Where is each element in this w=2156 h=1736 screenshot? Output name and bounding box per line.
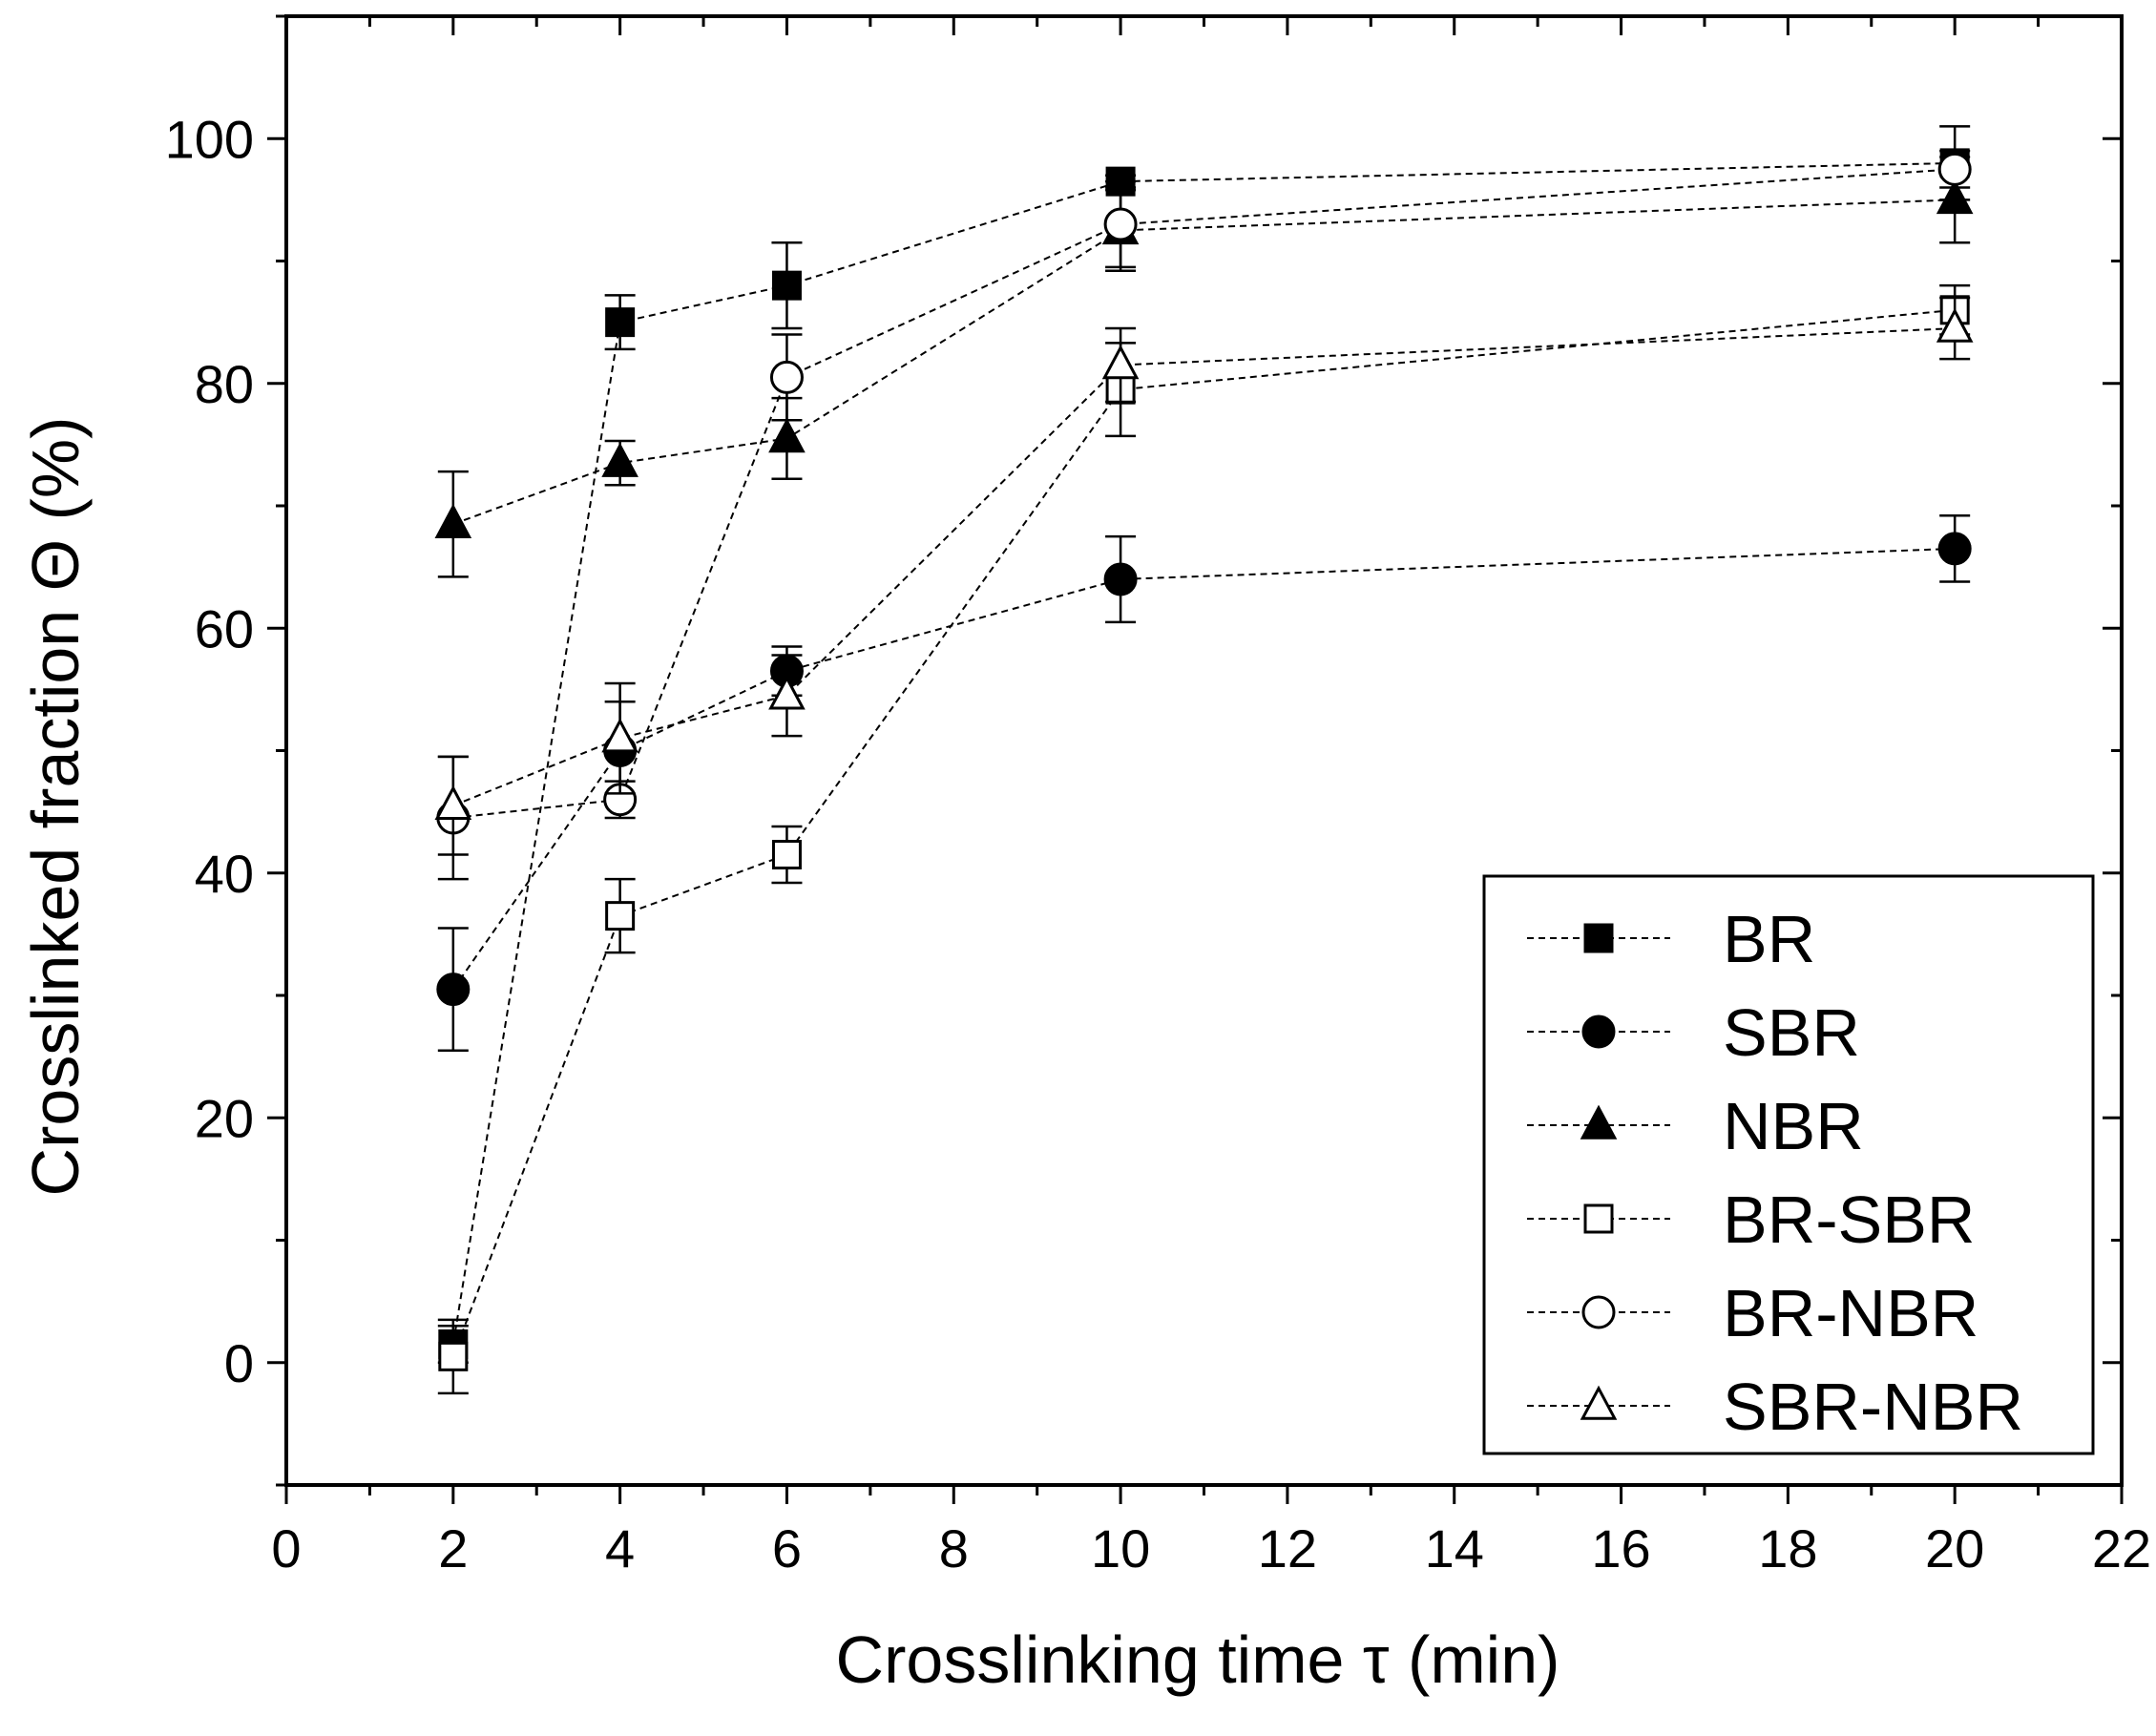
legend-label: SBR	[1723, 995, 1860, 1070]
data-point	[1103, 562, 1138, 596]
legend-item: BR-NBR	[1527, 1276, 1978, 1350]
series-layer	[434, 125, 1974, 1395]
data-point	[434, 503, 472, 538]
y-axis-title: Crosslinked fraction Θ (%)	[18, 417, 93, 1197]
data-point	[1937, 532, 1972, 566]
data-point	[769, 360, 804, 394]
x-tick-label: 14	[1425, 1518, 1484, 1579]
x-tick-label: 8	[939, 1518, 969, 1579]
legend-item: NBR	[1527, 1089, 1864, 1163]
data-point	[768, 675, 806, 710]
series-line	[452, 168, 1956, 820]
data-point	[605, 307, 636, 338]
y-tick-label: 40	[195, 844, 254, 904]
legend-marker	[1581, 1295, 1616, 1329]
x-tick-label: 4	[605, 1518, 635, 1579]
data-point	[438, 1341, 469, 1371]
legend-marker	[1583, 923, 1614, 953]
x-tick-label: 0	[271, 1518, 301, 1579]
data-point	[1101, 345, 1140, 380]
x-tick-label: 12	[1258, 1518, 1317, 1579]
series-line	[451, 308, 1956, 1357]
data-point	[601, 718, 638, 753]
data-point	[1937, 152, 1972, 186]
series-br-sbr	[437, 283, 1971, 1395]
series-line	[452, 327, 1956, 807]
x-axis-title: Crosslinking time τ (min)	[836, 1622, 1560, 1697]
legend-marker	[1583, 1203, 1614, 1234]
data-point	[601, 442, 638, 477]
x-tick-label: 6	[772, 1518, 802, 1579]
x-tick-label: 22	[2092, 1518, 2151, 1579]
data-point	[771, 840, 802, 870]
legend-item: SBR	[1527, 995, 1860, 1070]
legend-label: BR-NBR	[1723, 1276, 1978, 1350]
series-sbr-nbr	[434, 296, 1974, 856]
legend: BR SBR NBR BR-SBR BR-NBR SBR-NBR	[1482, 874, 2095, 1455]
y-tick-label: 100	[165, 109, 254, 169]
axes: 0 2 4 6 8 10 12 14 16 18 20 22 0 20 40 60 80 100	[165, 14, 2151, 1579]
legend-item: BR-SBR	[1527, 1182, 1975, 1257]
data-point	[768, 418, 806, 453]
series-nbr	[434, 156, 1974, 578]
y-tick-label: 80	[195, 354, 254, 414]
y-tick-label: 60	[195, 598, 254, 659]
data-point	[771, 270, 802, 301]
x-tick-label: 20	[1925, 1518, 1984, 1579]
legend-marker	[1581, 1014, 1616, 1049]
legend-label: NBR	[1723, 1089, 1864, 1163]
legend-label: BR-SBR	[1723, 1182, 1975, 1257]
y-tick-label: 0	[224, 1333, 254, 1393]
legend-box	[1482, 874, 2095, 1455]
legend-label: BR	[1723, 902, 1815, 976]
data-point	[1936, 307, 1974, 343]
legend-marker	[1580, 1385, 1618, 1420]
x-tick-label: 16	[1591, 1518, 1650, 1579]
x-tick-label: 10	[1091, 1518, 1150, 1579]
data-point	[1103, 207, 1138, 241]
x-tick-label: 2	[438, 1518, 468, 1579]
data-point	[1936, 178, 1974, 215]
legend-marker	[1580, 1104, 1618, 1140]
series-br-nbr	[436, 149, 1972, 881]
legend-label: SBR-NBR	[1723, 1370, 2023, 1444]
data-point	[434, 784, 472, 820]
data-point	[605, 901, 636, 931]
legend-item: SBR-NBR	[1527, 1370, 2023, 1444]
y-tick-label: 20	[195, 1088, 254, 1148]
data-point	[436, 973, 471, 1007]
x-tick-label: 18	[1758, 1518, 1817, 1579]
legend-item: BR	[1527, 902, 1815, 976]
